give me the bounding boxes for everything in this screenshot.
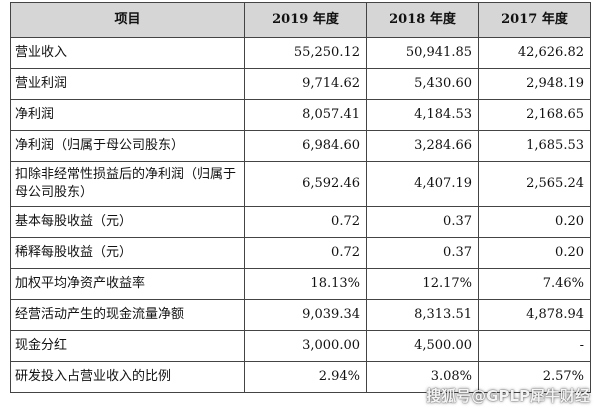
header-2017: 2017 年度 [478,2,591,38]
table-row: 现金分红 3,000.00 4,500.00 - [10,330,591,362]
row-label: 营业利润 [10,68,245,100]
row-label: 净利润（归属于母公司股东） [10,130,245,162]
table-row: 营业利润 9,714.62 5,430.60 2,948.19 [10,68,591,100]
table-row: 基本每股收益（元） 0.72 0.37 0.20 [10,206,591,238]
financial-table-container: 项目 2019 年度 2018 年度 2017 年度 营业收入 55,250.1… [0,2,598,393]
value-2018: 0.37 [366,206,479,238]
financial-summary-table: 项目 2019 年度 2018 年度 2017 年度 营业收入 55,250.1… [10,2,591,393]
value-2018: 4,500.00 [366,330,479,362]
value-2017: 1,685.53 [478,130,591,162]
row-label: 研发投入占营业收入的比例 [10,361,245,393]
value-2019: 18.13% [244,268,367,300]
value-2018: 4,184.53 [366,99,479,131]
value-2018: 8,313.51 [366,299,479,331]
table-header-row: 项目 2019 年度 2018 年度 2017 年度 [10,2,591,38]
header-2018: 2018 年度 [366,2,479,38]
value-2019: 2.94% [244,361,367,393]
source-watermark: 搜狐号@GPLP犀牛财经 [426,387,590,405]
value-2019: 9,714.62 [244,68,367,100]
row-label: 净利润 [10,99,245,131]
row-label: 扣除非经常性损益后的净利润（归属于母公司股东） [10,161,245,207]
value-2017: 42,626.82 [478,37,591,69]
value-2019: 0.72 [244,206,367,238]
value-2017: 7.46% [478,268,591,300]
row-label: 加权平均净资产收益率 [10,268,245,300]
value-2017: 2.57% [478,361,591,393]
value-2018: 3,284.66 [366,130,479,162]
value-2018: 12.17% [366,268,479,300]
value-2019: 55,250.12 [244,37,367,69]
value-2018: 4,407.19 [366,161,479,207]
value-2019: 6,592.46 [244,161,367,207]
table-row: 经营活动产生的现金流量净额 9,039.34 8,313.51 4,878.94 [10,299,591,331]
value-2019: 8,057.41 [244,99,367,131]
value-2017: 0.20 [478,206,591,238]
value-2017: - [478,330,591,362]
table-row: 扣除非经常性损益后的净利润（归属于母公司股东） 6,592.46 4,407.1… [10,161,591,207]
value-2019: 3,000.00 [244,330,367,362]
value-2017: 2,565.24 [478,161,591,207]
value-2019: 9,039.34 [244,299,367,331]
row-label: 基本每股收益（元） [10,206,245,238]
value-2019: 6,984.60 [244,130,367,162]
value-2019: 0.72 [244,237,367,269]
row-label: 稀释每股收益（元） [10,237,245,269]
value-2017: 2,948.19 [478,68,591,100]
table-row: 净利润（归属于母公司股东） 6,984.60 3,284.66 1,685.53 [10,130,591,162]
row-label: 现金分红 [10,330,245,362]
value-2018: 50,941.85 [366,37,479,69]
table-row: 净利润 8,057.41 4,184.53 2,168.65 [10,99,591,131]
table-row: 稀释每股收益（元） 0.72 0.37 0.20 [10,237,591,269]
value-2017: 2,168.65 [478,99,591,131]
row-label: 经营活动产生的现金流量净额 [10,299,245,331]
value-2018: 0.37 [366,237,479,269]
value-2017: 4,878.94 [478,299,591,331]
row-label: 营业收入 [10,37,245,69]
table-row: 研发投入占营业收入的比例 2.94% 3.08% 2.57% [10,361,591,393]
table-row: 加权平均净资产收益率 18.13% 12.17% 7.46% [10,268,591,300]
table-row: 营业收入 55,250.12 50,941.85 42,626.82 [10,37,591,69]
header-2019: 2019 年度 [244,2,367,38]
value-2018: 5,430.60 [366,68,479,100]
value-2017: 0.20 [478,237,591,269]
header-item: 项目 [10,2,245,38]
